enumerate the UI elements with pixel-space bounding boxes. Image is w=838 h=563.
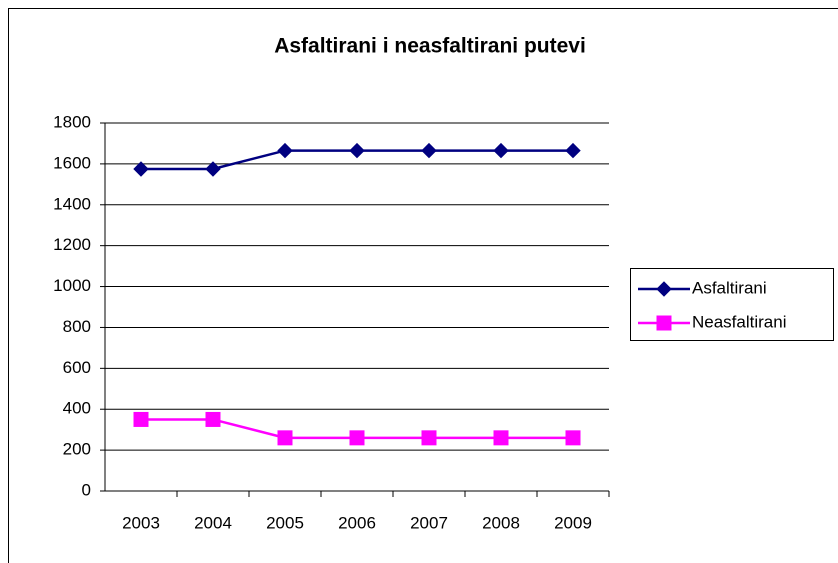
y-tick-label: 1600 (53, 153, 91, 172)
marker (565, 142, 581, 159)
legend-marker (656, 315, 672, 331)
x-tick-label: 2004 (194, 513, 232, 532)
x-tick-label: 2006 (338, 513, 376, 532)
marker (277, 142, 293, 159)
y-tick-label: 800 (63, 317, 91, 336)
marker (349, 430, 365, 446)
x-tick-label: 2007 (410, 513, 448, 532)
marker (277, 430, 293, 446)
marker (133, 161, 149, 177)
legend-marker (656, 281, 672, 297)
y-tick-label: 200 (63, 440, 91, 459)
chart-title: Asfaltirani i neasfaltirani putevi (274, 35, 586, 58)
marker (205, 411, 221, 427)
marker (493, 142, 509, 159)
legend-label: Neasfaltirani (692, 312, 787, 331)
y-tick-label: 400 (63, 399, 91, 418)
x-tick-label: 2008 (482, 513, 520, 532)
y-tick-label: 1800 (53, 112, 91, 131)
x-tick-label: 2005 (266, 513, 304, 532)
marker (421, 430, 437, 446)
marker (133, 411, 149, 427)
x-tick-label: 2009 (554, 513, 592, 532)
marker (493, 430, 509, 446)
marker (565, 430, 581, 446)
y-tick-label: 600 (63, 358, 91, 377)
marker (205, 161, 221, 177)
marker (349, 142, 365, 159)
y-tick-label: 1200 (53, 235, 91, 254)
marker (421, 142, 437, 159)
y-tick-label: 0 (82, 480, 91, 499)
y-tick-label: 1400 (53, 194, 91, 213)
x-tick-label: 2003 (122, 513, 160, 532)
y-tick-label: 1000 (53, 276, 91, 295)
legend-label: Asfaltirani (692, 278, 767, 297)
